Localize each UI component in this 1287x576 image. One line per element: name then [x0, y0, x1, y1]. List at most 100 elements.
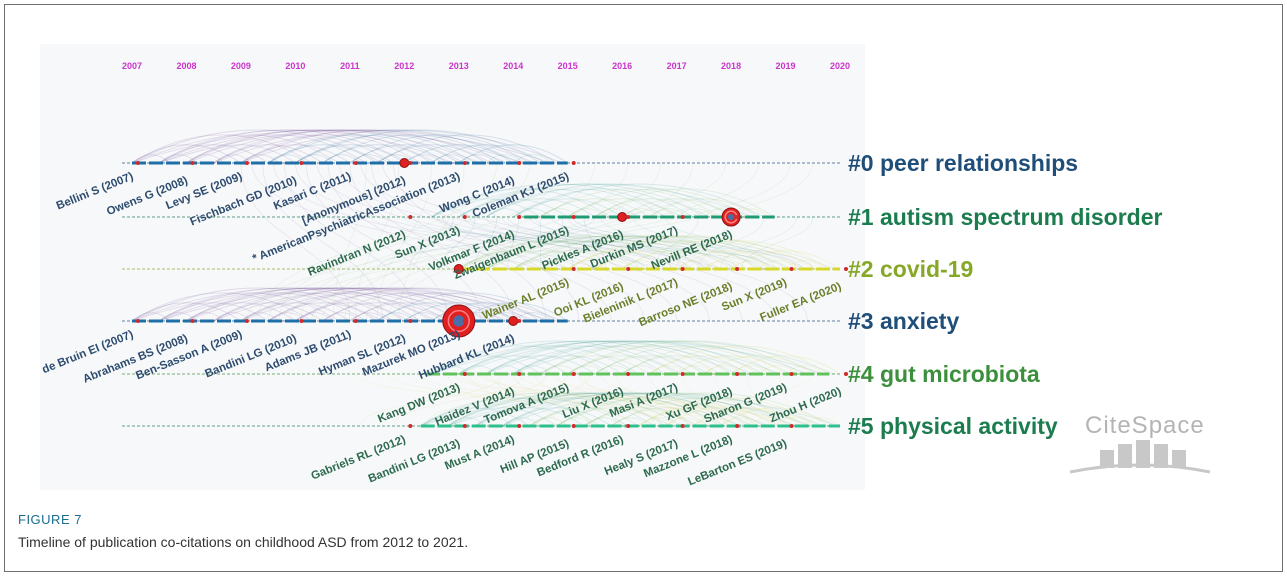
plot-background — [40, 44, 865, 490]
link-arc — [676, 250, 786, 270]
link-arc — [556, 397, 737, 427]
link-arc — [513, 235, 764, 270]
cross-link — [583, 216, 607, 270]
watermark-book-line — [1069, 463, 1211, 474]
link-arc — [512, 365, 552, 375]
reference-node — [190, 161, 195, 165]
link-arc — [267, 154, 307, 164]
link-arc — [512, 188, 694, 218]
link-arc — [730, 365, 770, 375]
cluster-label: #5 physical activity — [848, 413, 1058, 439]
cross-link — [245, 162, 727, 322]
link-arc — [420, 392, 743, 427]
link-arc — [513, 340, 764, 375]
link-arc — [158, 312, 198, 322]
link-arc — [458, 188, 639, 218]
link-arc — [458, 345, 639, 375]
reference-node — [680, 372, 685, 376]
link-arc — [649, 355, 759, 375]
watermark-bar — [1118, 444, 1132, 468]
reference-node — [353, 319, 358, 323]
link-arc — [567, 345, 748, 375]
cluster-label: #1 autism spectrum disorder — [848, 204, 1162, 230]
link-arc — [420, 397, 601, 427]
link-arc — [540, 235, 792, 270]
reference-node — [408, 215, 413, 219]
link-arc — [692, 407, 803, 427]
link-arc — [159, 287, 481, 322]
cross-link — [371, 216, 765, 270]
link-arc — [431, 302, 541, 322]
link-arc — [458, 154, 498, 164]
reference-node — [735, 372, 740, 376]
link-arc — [458, 198, 568, 218]
link-arc — [240, 287, 563, 322]
link-arc — [719, 417, 759, 427]
reference-node — [408, 319, 413, 323]
link-arc — [186, 144, 296, 164]
link-arc — [349, 154, 389, 164]
link-arc — [649, 250, 759, 270]
link-arc — [594, 365, 634, 375]
link-arc — [213, 129, 536, 164]
link-arc — [513, 340, 835, 375]
cross-link — [681, 373, 727, 427]
link-arc — [404, 312, 443, 322]
link-arc — [431, 340, 754, 375]
cross-link — [616, 373, 683, 427]
link-arc — [213, 144, 323, 164]
link-arc — [267, 144, 378, 164]
link-arc — [458, 183, 710, 218]
link-arc — [267, 302, 378, 322]
link-arc — [594, 355, 705, 375]
link-arc — [512, 260, 552, 270]
link-arc — [349, 134, 530, 164]
link-arc — [758, 365, 797, 375]
reference-node — [462, 319, 467, 323]
link-arc — [621, 345, 803, 375]
link-arc — [485, 235, 737, 270]
link-arc — [649, 208, 688, 218]
cross-link — [360, 162, 776, 322]
link-arc — [485, 154, 525, 164]
link-arc — [540, 260, 579, 270]
reference-node — [190, 319, 195, 323]
cluster-label: #2 covid-19 — [848, 256, 973, 282]
year-tick-label: 2010 — [285, 61, 305, 71]
link-arc — [567, 235, 819, 270]
link-arc — [431, 188, 612, 218]
link-arc — [447, 392, 699, 427]
link-arc — [131, 129, 525, 164]
link-arc — [621, 365, 661, 375]
cross-link — [376, 162, 432, 322]
link-arc — [240, 292, 421, 322]
cross-link — [354, 162, 400, 322]
reference-node — [571, 424, 576, 428]
cross-link — [371, 162, 547, 322]
link-arc — [159, 129, 410, 164]
link-arc — [447, 392, 770, 427]
link-arc — [458, 365, 498, 375]
year-tick-label: 2015 — [558, 61, 578, 71]
cross-link — [534, 373, 656, 427]
timeline-rows: #0 peer relationships #1 autism spectrum … — [122, 150, 1162, 439]
link-arc — [703, 250, 814, 270]
link-arc — [556, 392, 808, 427]
link-arc — [213, 302, 323, 322]
link-arc — [186, 302, 296, 322]
link-arc — [567, 188, 748, 218]
cross-link — [278, 162, 530, 322]
cross-link — [360, 373, 503, 427]
year-axis: 2007 2008 2009 2010 2011 2012 2013 2014 2015 2016… — [122, 61, 850, 71]
link-arc — [502, 392, 754, 427]
link-arc — [621, 260, 661, 270]
citation-burst-node — [617, 212, 628, 222]
reference-node — [789, 267, 794, 271]
year-tick-label: 2020 — [830, 61, 850, 71]
cross-link — [747, 373, 770, 427]
link-arc — [240, 154, 280, 164]
link-arc — [404, 144, 514, 164]
link-arc — [295, 287, 547, 322]
link-arc — [512, 355, 623, 375]
cross-link — [599, 373, 754, 427]
